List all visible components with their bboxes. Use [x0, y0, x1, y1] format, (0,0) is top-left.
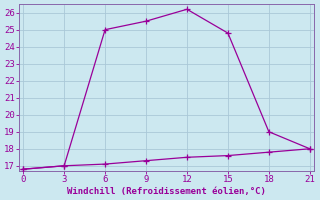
X-axis label: Windchill (Refroidissement éolien,°C): Windchill (Refroidissement éolien,°C) — [67, 187, 266, 196]
